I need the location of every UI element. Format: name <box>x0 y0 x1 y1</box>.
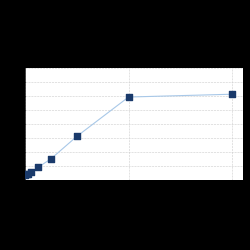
Point <box>36 165 40 169</box>
X-axis label: Rat Angiotensin II Receptor type 1
Concentration (ng/ml): Rat Angiotensin II Receptor type 1 Conce… <box>80 192 188 203</box>
Point <box>23 173 27 177</box>
Y-axis label: OD: OD <box>3 119 8 129</box>
Point <box>126 95 130 99</box>
Point <box>230 92 234 96</box>
Point <box>26 172 30 176</box>
Point <box>49 157 53 161</box>
Point <box>75 134 79 138</box>
Point <box>30 170 34 174</box>
Point <box>24 172 28 176</box>
